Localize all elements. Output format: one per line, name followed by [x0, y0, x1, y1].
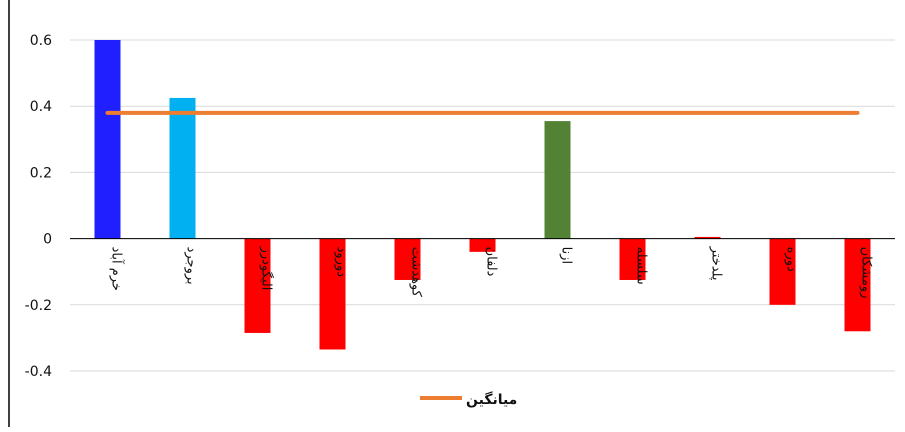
category-label: سلسله — [634, 247, 649, 285]
y-tick-label: -0.4 — [25, 364, 52, 380]
bar — [544, 121, 571, 239]
bar — [694, 236, 721, 239]
bar — [169, 97, 196, 239]
category-label: دلفان — [484, 247, 499, 277]
bar — [244, 238, 271, 333]
bar — [394, 238, 421, 280]
bar — [94, 40, 121, 239]
y-tick-label: 0.6 — [30, 33, 52, 49]
bar — [619, 238, 646, 280]
legend: میانگین — [420, 391, 517, 408]
category-label: الیگودرز — [259, 246, 275, 291]
category-label: رومشکان — [859, 247, 874, 299]
y-axis-ticks: -0.4 -0.2 0 0.2 0.4 0.6 — [25, 33, 52, 380]
category-label: پلدختر — [709, 246, 724, 281]
bar — [844, 238, 871, 332]
y-tick-label: 0.2 — [30, 165, 52, 181]
category-label: خرم آباد — [109, 247, 126, 291]
category-label: بروجرد — [184, 247, 199, 285]
legend-label-average: میانگین — [466, 391, 517, 408]
category-label: دوره — [784, 247, 799, 272]
category-label: دورود — [334, 247, 349, 278]
y-tick-label: -0.2 — [25, 298, 52, 314]
bar — [319, 238, 346, 350]
bar — [769, 238, 796, 305]
bar — [469, 238, 496, 252]
category-labels: خرم آباد بروجرد الیگودرز دورود کوهدشت دلفان از… — [109, 246, 874, 299]
y-tick-label: 0.4 — [30, 99, 52, 115]
bars — [94, 40, 871, 350]
y-tick-label: 0 — [43, 232, 52, 248]
category-label: کوهدشت — [409, 247, 424, 298]
category-label: ازنا — [559, 247, 574, 264]
